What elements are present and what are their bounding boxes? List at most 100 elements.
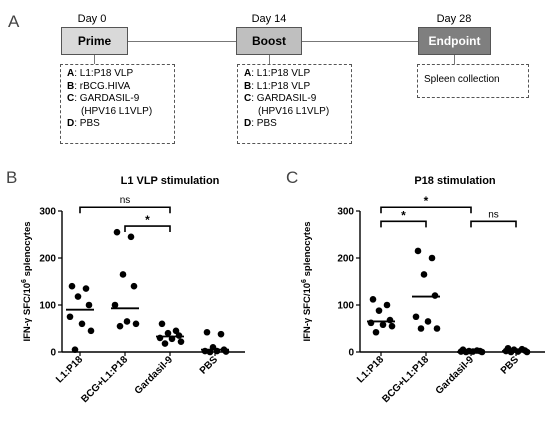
panel-c-point-g0-1 [383, 301, 391, 309]
panel-c-point-g1-6 [433, 325, 441, 332]
panel-b-point-g2-2 [164, 329, 172, 337]
panel-b-xtick-label-0: L1:P18 [54, 354, 85, 385]
endpoint-box: Endpoint [418, 27, 491, 55]
prime-item-d: D: PBS [67, 118, 100, 129]
panel-b-ytick-label-0: 0 [50, 348, 56, 359]
panel-b-point-g0-6 [87, 327, 95, 335]
boost-item-d: D: PBS [244, 118, 277, 129]
panel-b-point-g1-7 [116, 322, 124, 330]
panel-b-point-g1-2 [119, 271, 127, 278]
panel-c-xtick-label-3: PBS [499, 354, 522, 377]
panel-b-xtick-label-1: BCG+L1:P18 [79, 354, 130, 405]
panel-c-sig-bracket-1 [380, 220, 427, 228]
panel-b-point-g2-1 [172, 327, 180, 335]
prime-connector [94, 55, 95, 64]
panel-c-point-g1-1 [428, 254, 436, 262]
panel-c-sig-label-1: * [401, 208, 406, 222]
panel-c-sig-label-2: ns [488, 209, 499, 220]
panel-b-point-g1-5 [123, 318, 131, 325]
panel-c-point-g1-5 [424, 318, 432, 325]
panel-b-ytick-label-200: 200 [39, 254, 56, 265]
boost-item-a: A: L1:P18 VLP [244, 68, 311, 79]
panel-b-sig-bracket-0 [79, 206, 171, 214]
prime-groups-box: A: L1:P18 VLP B: rBCG.HIVA C: GARDASIL-9… [60, 64, 175, 144]
panel-b-point-g3-1 [217, 330, 225, 338]
panel-b-point-g2-7 [161, 340, 169, 347]
panel-c-point-g0-2 [375, 307, 383, 314]
panel-c-point-g3-7 [507, 348, 515, 356]
panel-b-point-g1-0 [113, 228, 121, 236]
panel-c-letter: C [286, 168, 298, 187]
panel-c-sig-bracket-0 [380, 206, 472, 214]
panel-b-sig-label-0: ns [120, 195, 131, 206]
endpoint-box-details: Spleen collection [417, 64, 529, 98]
panel-b-point-g2-6 [177, 338, 185, 345]
boost-item-b: B: L1:P18 VLP [244, 80, 311, 92]
boost-label: Boost [252, 34, 286, 48]
panel-c-sig-label-0: * [424, 194, 429, 208]
panel-c-xtick-label-0: L1:P18 [355, 354, 386, 385]
day-label-boost: Day 14 [251, 13, 287, 25]
day-label-prime: Day 0 [77, 13, 107, 25]
panel-c-point-g3-6 [523, 348, 531, 356]
panel-b-xtick-label-3: PBS [198, 354, 221, 377]
panel-b-point-g1-1 [127, 233, 135, 241]
boost-box: Boost [236, 27, 302, 55]
panel-c-point-g0-4 [367, 319, 375, 327]
panel-c-ytick-label-300: 300 [337, 207, 354, 218]
panel-b-point-g1-4 [111, 301, 119, 309]
panel-b-ylabel: IFN-γ SFC/106 splenocytes [21, 221, 33, 341]
panel-b-ytick-label-100: 100 [39, 301, 56, 312]
prime-item-c-detail: (HPV16 L1VLP) [81, 105, 153, 117]
panel-letter-a: A [8, 12, 20, 31]
boost-connector [269, 55, 270, 64]
panel-b-sig-bracket-1 [124, 225, 171, 233]
panel-b-point-g0-7 [71, 346, 79, 353]
prime-label: Prime [77, 34, 112, 48]
panel-b-point-g0-3 [85, 301, 93, 309]
panel-c-point-g1-3 [431, 292, 439, 299]
panel-b-point-g0-0 [68, 282, 76, 290]
panel-b-ytick-label-300: 300 [39, 207, 56, 218]
panel-c-point-g0-0 [369, 296, 377, 303]
panel-c-ytick-label-100: 100 [337, 301, 354, 312]
endpoint-label: Endpoint [428, 34, 481, 48]
prime-item-c: C: GARDASIL-9 [67, 93, 140, 104]
panel-c-point-g0-6 [388, 322, 396, 330]
endpoint-item: Spleen collection [424, 74, 500, 85]
panel-c-ylabel: IFN-γ SFC/106 splenocytes [301, 221, 313, 341]
panel-b-point-g3-0 [203, 328, 211, 336]
boost-item-c-detail: (HPV16 L1VLP) [258, 105, 330, 117]
panel-c-point-g1-2 [420, 271, 428, 278]
panel-b-point-g2-3 [175, 332, 183, 339]
prime-item-b: B: rBCG.HIVA [67, 80, 131, 92]
panel-c-point-g0-3 [386, 316, 394, 324]
panel-b-point-g0-1 [82, 285, 90, 292]
boost-item-c: C: GARDASIL-9 [244, 93, 317, 104]
prime-box: Prime [61, 27, 128, 55]
panel-b-point-g0-2 [74, 293, 82, 300]
prime-item-a: A: L1:P18 VLP [67, 68, 134, 79]
panel-c-xtick-label-2: Gardasil-9 [434, 354, 477, 397]
panel-b-xtick-label-2: Gardasil-9 [133, 354, 176, 397]
panel-c-point-g0-7 [372, 328, 380, 336]
panel-b-letter: B [6, 168, 17, 187]
panel-c-title: P18 stimulation [414, 175, 496, 187]
panel-b-point-g1-3 [130, 282, 138, 290]
panel-c-point-g1-0 [414, 247, 422, 255]
panel-c-point-g1-4 [412, 313, 420, 321]
panel-c-point-g0-5 [379, 321, 387, 329]
panel-c-ytick-label-0: 0 [348, 348, 354, 359]
panel-b-sig-label-1: * [145, 213, 150, 227]
panel-b-point-g0-4 [66, 313, 74, 321]
panel-b-point-g0-5 [78, 320, 86, 328]
panel-b-point-g1-6 [132, 320, 140, 328]
panel-c-ytick-label-200: 200 [337, 254, 354, 265]
panel-c-point-g1-7 [417, 325, 425, 332]
boost-groups-box: A: L1:P18 VLP B: L1:P18 VLP C: GARDASIL-… [237, 64, 352, 144]
endpoint-connector [454, 55, 455, 64]
panel-c-xtick-label-1: BCG+L1:P18 [380, 354, 431, 405]
panel-b-title: L1 VLP stimulation [121, 175, 220, 187]
panel-c-sig-bracket-2 [470, 220, 517, 228]
